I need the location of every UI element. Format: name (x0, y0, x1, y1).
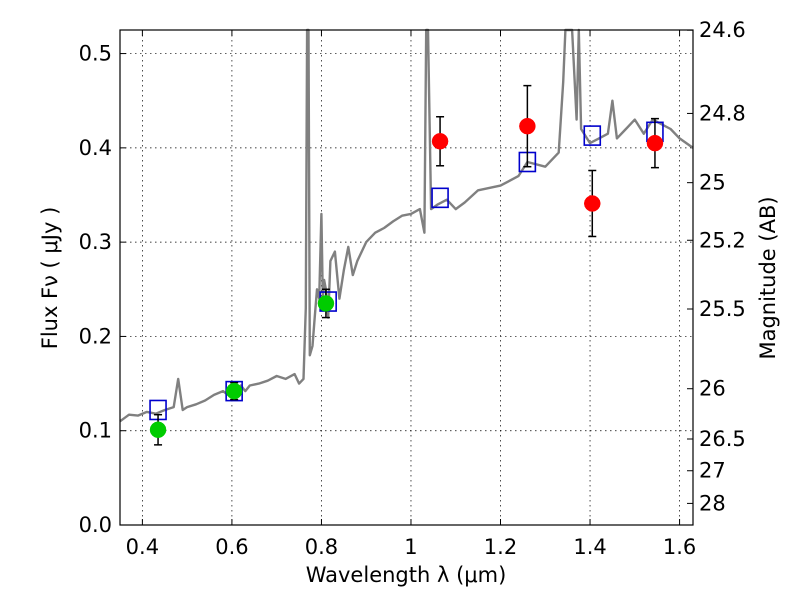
marker-group (149, 84, 664, 446)
x-axis-label: Wavelength λ (μm) (306, 563, 507, 587)
x-tick-label: 0.4 (126, 535, 159, 559)
x-tick-label: 0.8 (305, 535, 338, 559)
mag-tick-label: 26 (699, 377, 726, 401)
mag-tick-label: 27 (699, 459, 726, 483)
data-point (431, 133, 449, 150)
axis-ticks: 0.4 0.6 0.8 1 1.2 1.4 1.6 0.0 0.1 0.2 0.3 0.4 0.5 24.… (79, 18, 746, 559)
x-tick-label: 0.6 (215, 535, 248, 559)
y-tick-label: 0.1 (79, 419, 112, 443)
mag-tick-label: 26.5 (699, 427, 746, 451)
y-tick-label: 0.0 (79, 513, 112, 537)
y-axis-label-right: Magnitude (AB) (756, 196, 780, 359)
x-tick-label: 1.4 (573, 535, 606, 559)
model-square-marker (583, 125, 602, 146)
mag-tick-label: 24.6 (699, 18, 746, 42)
mag-tick-label: 24.8 (699, 101, 746, 125)
mag-tick-label: 25 (699, 171, 726, 195)
y-tick-label: 0.3 (79, 230, 112, 254)
x-tick-label: 1.2 (484, 535, 517, 559)
mag-tick-label: 28 (699, 491, 726, 515)
data-point (225, 382, 243, 400)
y-axis-label-left: Flux Fν ( μJy ) (38, 207, 62, 350)
data-point (519, 117, 536, 135)
mag-tick-label: 25.2 (699, 228, 746, 252)
data-point (584, 195, 601, 212)
y-tick-label: 0.2 (79, 324, 112, 348)
x-tick-label: 1.6 (663, 535, 696, 559)
mag-tick-label: 25.5 (699, 297, 746, 321)
plot-frame (119, 29, 694, 526)
model-square-marker (431, 187, 449, 209)
x-tick-label: 1 (404, 535, 417, 559)
data-point (149, 421, 167, 439)
data-point (646, 134, 664, 152)
y-tick-label: 0.4 (79, 136, 112, 160)
data-point (317, 295, 335, 312)
y-tick-label: 0.5 (79, 42, 112, 66)
